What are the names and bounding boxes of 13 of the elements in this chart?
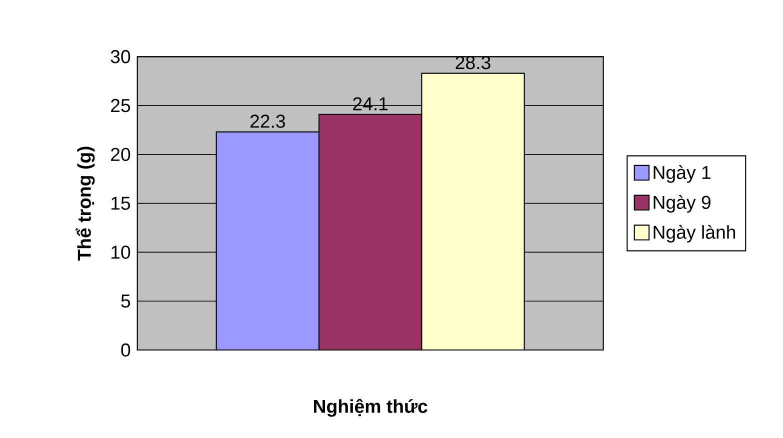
legend-label: Ngày 1	[654, 165, 710, 183]
y-tick-label: 30	[110, 50, 130, 64]
y-tick-label: 10	[112, 246, 130, 259]
y-tick-label: 0	[121, 343, 130, 357]
data-label: 22.3	[250, 114, 286, 128]
y-axis-title: Thể trọng (g)	[76, 146, 95, 261]
legend-label: Ngày 9	[654, 195, 710, 213]
y-tick-label: 15	[112, 196, 130, 210]
x-axis-title: Nghiệm thức	[314, 398, 428, 417]
y-tick-label: 5	[121, 294, 130, 308]
legend-label: Ngày lành	[654, 224, 736, 243]
y-tick-label: 25	[111, 98, 130, 112]
y-tick-label: 20	[111, 148, 130, 162]
